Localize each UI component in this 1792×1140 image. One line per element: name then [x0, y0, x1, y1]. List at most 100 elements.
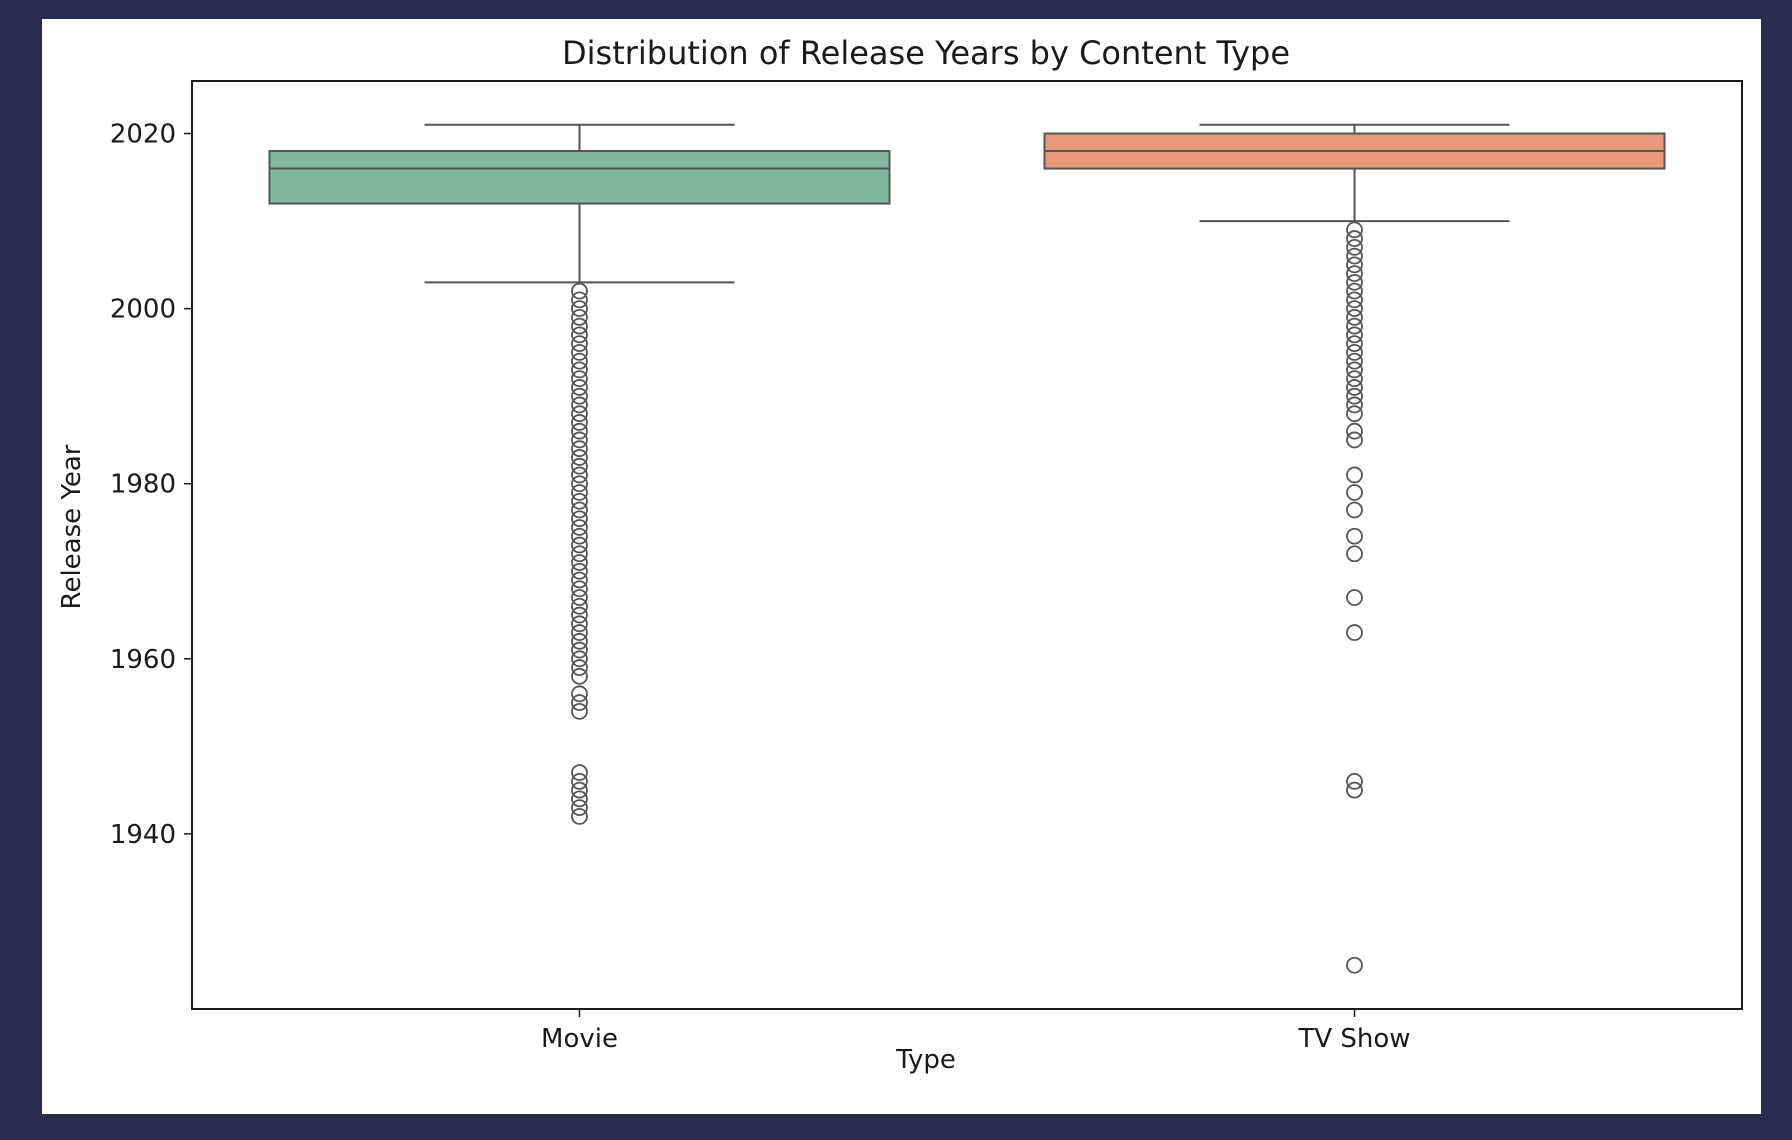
movie-outlier-point: [571, 335, 588, 353]
tv-show-outlier-point: [1346, 781, 1363, 799]
tv-show-outlier-point: [1346, 422, 1363, 440]
x-tick-label: Movie: [541, 1024, 618, 1054]
movie-outlier-point: [571, 641, 588, 659]
movie-outlier-point: [571, 667, 588, 685]
movie-outlier-point: [571, 519, 588, 536]
movie-outlier-point: [571, 799, 588, 817]
plot-frame: [191, 80, 1743, 1010]
tv-show-outlier-point: [1346, 221, 1363, 239]
y-axis-label: Release Year: [57, 444, 87, 609]
movie-outlier-point: [571, 781, 588, 799]
movie-outlier-point: [571, 510, 588, 528]
movie-outlier-point: [571, 422, 588, 440]
movie-outlier-point: [571, 580, 588, 598]
tv-show-outlier-point: [1346, 300, 1363, 318]
movie-outlier-point: [571, 282, 588, 300]
tv-show-outlier-point: [1346, 624, 1363, 641]
x-tick-label: TV Show: [1297, 1024, 1410, 1054]
tv-show-outlier-point: [1346, 335, 1363, 353]
movie-outlier-point: [571, 457, 588, 475]
movie-outlier-point: [571, 300, 588, 318]
movie-outlier-point: [571, 790, 588, 808]
tv-show-outlier-point: [1346, 230, 1363, 247]
movie-outlier-point: [571, 659, 588, 676]
movie-outlier-point: [571, 414, 588, 431]
movie-outlier-point: [571, 807, 588, 825]
chart-title: Distribution of Release Years by Content…: [562, 34, 1290, 72]
tv-show-outlier-point: [1346, 484, 1363, 501]
movie-outlier-point: [571, 772, 588, 790]
y-tick-label: 2000: [110, 295, 176, 325]
movie-outlier-point: [571, 685, 588, 703]
tv-show-outlier-point: [1346, 772, 1363, 790]
movie-outlier-point: [571, 545, 588, 563]
movie-outlier-point: [571, 589, 588, 606]
movie-outlier-point: [571, 501, 588, 519]
movie-box: [268, 150, 891, 205]
tv-show-outlier-point: [1346, 352, 1363, 370]
tv-show-outlier-point: [1346, 326, 1363, 344]
tv-show-outlier-point: [1346, 396, 1363, 414]
movie-outlier-point: [571, 484, 588, 501]
tv-show-outlier-point: [1346, 256, 1363, 274]
movie-outlier-point: [571, 475, 588, 493]
movie-outlier-point: [571, 632, 588, 650]
movie-outlier-point: [571, 702, 588, 720]
y-tick-label: 1940: [110, 820, 176, 850]
boxplot-chart: Distribution of Release Years by Content…: [57, 34, 1743, 1075]
tv-show-outlier-point: [1346, 343, 1363, 361]
movie-outlier-point: [571, 554, 588, 571]
movie-outlier-point: [571, 466, 588, 484]
movie-outlier-point: [571, 370, 588, 388]
movie-outlier-point: [571, 379, 588, 396]
movie-outlier-point: [571, 562, 588, 580]
movie-outlier-point: [571, 624, 588, 641]
movie-outlier-point: [571, 308, 588, 326]
movie-outlier-point: [571, 764, 588, 782]
tv-show-outlier-point: [1346, 431, 1363, 449]
tv-show-outlier-point: [1346, 466, 1363, 484]
y-tick-label: 1960: [110, 645, 176, 675]
tv-show-outlier-point: [1346, 273, 1363, 291]
y-tick-label: 1980: [110, 470, 176, 500]
movie-outlier-point: [571, 449, 588, 466]
movie-outlier-point: [571, 571, 588, 589]
movie-outlier-point: [571, 440, 588, 458]
tv-show-outlier-point: [1346, 291, 1363, 309]
movie-outlier-point: [571, 343, 588, 361]
tv-show-outlier-point: [1346, 589, 1363, 606]
tv-show-outlier-point: [1346, 317, 1363, 335]
plot-area: 1940 1960 1980 2000 2020 Movie TV Show: [110, 80, 1743, 1054]
movie-outlier-point: [571, 352, 588, 370]
tv-show-outlier-point: [1346, 238, 1363, 256]
tv-show-outlier-point: [1346, 370, 1363, 388]
tv-show-outlier-point: [1346, 247, 1363, 265]
tv-show-outlier-point: [1346, 379, 1363, 396]
movie-outlier-point: [571, 405, 588, 423]
movie-outlier-point: [571, 317, 588, 335]
tv-show-outlier-point: [1346, 308, 1363, 326]
movie-outlier-point: [571, 615, 588, 633]
tv-show-outlier-point: [1346, 282, 1363, 300]
tv-show-outlier-point: [1346, 501, 1363, 519]
tv-show-outlier-point: [1346, 265, 1363, 283]
tv-show-outlier-point: [1346, 405, 1363, 423]
movie-outlier-point: [571, 361, 588, 379]
movie-outlier-point: [571, 291, 588, 309]
movie-outlier-point: [571, 694, 588, 711]
tv-show-outlier-point: [1346, 387, 1363, 405]
movie-outlier-point: [571, 536, 588, 554]
movie-outlier-point: [571, 492, 588, 510]
tv-show-outlier-point: [1346, 545, 1363, 563]
movie-outlier-point: [571, 606, 588, 624]
movie-outlier-point: [571, 650, 588, 668]
chart-figure: Distribution of Release Years by Content…: [42, 19, 1761, 1114]
movie-outlier-point: [571, 387, 588, 405]
tv-show-outlier-point: [1346, 361, 1363, 379]
tv-show-outlier-point: [1346, 956, 1363, 974]
x-axis-label: Type: [895, 1045, 956, 1075]
movie-outlier-point: [571, 527, 588, 545]
tv-show-outlier-point: [1346, 527, 1363, 545]
movie-outlier-point: [571, 326, 588, 344]
movie-outlier-point: [571, 431, 588, 449]
